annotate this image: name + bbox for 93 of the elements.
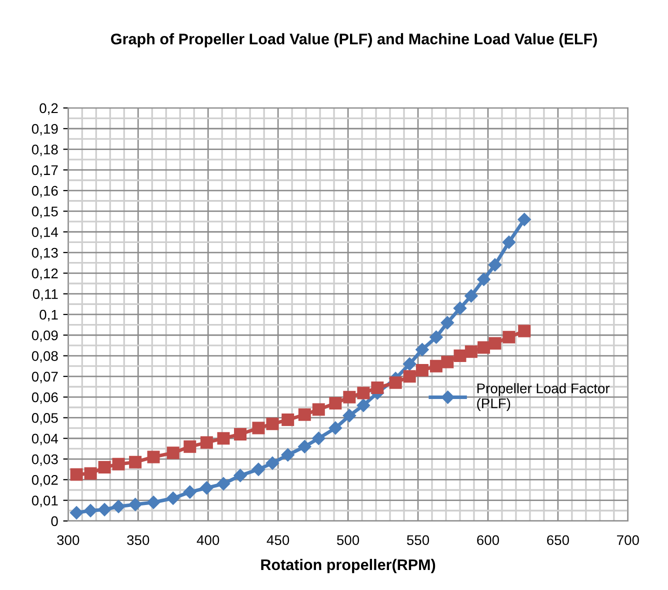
point bbox=[478, 341, 490, 354]
point bbox=[147, 450, 160, 464]
point bbox=[312, 432, 326, 445]
y-tick-label: 0,17 bbox=[32, 165, 58, 177]
point bbox=[183, 485, 196, 499]
point bbox=[477, 272, 490, 286]
x-tick-label: 300 bbox=[57, 535, 80, 546]
point bbox=[216, 477, 230, 490]
y-tick-label: 0,03 bbox=[32, 454, 58, 466]
point bbox=[98, 461, 111, 474]
x-tick-label: 650 bbox=[547, 535, 569, 546]
y-tick-label: 0,12 bbox=[32, 268, 58, 280]
point bbox=[200, 481, 214, 495]
point bbox=[488, 337, 502, 350]
point bbox=[453, 302, 467, 315]
point bbox=[464, 289, 478, 302]
point bbox=[441, 356, 454, 368]
point bbox=[464, 345, 478, 358]
point bbox=[146, 496, 160, 509]
y-tick-label: 0,06 bbox=[32, 392, 58, 404]
point bbox=[502, 330, 516, 344]
point bbox=[281, 448, 294, 462]
point bbox=[403, 357, 416, 371]
point bbox=[112, 458, 125, 470]
legend-label: Propeller Load Factor (PLF) bbox=[477, 383, 610, 412]
point bbox=[234, 428, 247, 440]
point bbox=[166, 446, 180, 460]
point bbox=[266, 456, 280, 470]
point bbox=[298, 408, 311, 421]
point bbox=[129, 456, 142, 468]
x-tick-label: 500 bbox=[337, 535, 360, 546]
y-tick-label: 0,19 bbox=[32, 124, 58, 136]
point bbox=[328, 421, 342, 435]
y-tick-label: 0,14 bbox=[32, 227, 58, 239]
y-tick-label: 0,1 bbox=[40, 310, 58, 322]
point bbox=[70, 506, 84, 520]
point bbox=[200, 436, 213, 449]
point bbox=[252, 462, 266, 476]
y-tick-label: 0,05 bbox=[32, 413, 58, 425]
point bbox=[502, 236, 516, 249]
point bbox=[389, 376, 402, 389]
point bbox=[440, 316, 454, 330]
point bbox=[184, 440, 196, 453]
point bbox=[266, 418, 279, 430]
point bbox=[416, 342, 429, 356]
y-tick-label: 0,2 bbox=[40, 103, 58, 115]
point bbox=[217, 432, 230, 445]
y-tick-label: 0,07 bbox=[32, 372, 58, 384]
point bbox=[488, 258, 502, 272]
y-tick-label: 0,18 bbox=[32, 144, 58, 156]
point bbox=[166, 492, 180, 505]
y-tick-label: 0,11 bbox=[32, 289, 58, 301]
x-tick-label: 350 bbox=[127, 535, 150, 546]
y-tick-label: 0,09 bbox=[32, 330, 58, 342]
point bbox=[416, 364, 428, 376]
point bbox=[298, 440, 312, 454]
point bbox=[98, 503, 112, 516]
x-tick-label: 550 bbox=[406, 535, 430, 546]
x-tick-label: 400 bbox=[196, 535, 220, 546]
x-tick-label: 700 bbox=[617, 535, 639, 546]
point bbox=[234, 468, 247, 482]
point bbox=[312, 403, 325, 416]
y-tick-label: 0,01 bbox=[32, 496, 58, 508]
y-tick-label: 0,16 bbox=[32, 186, 58, 198]
point bbox=[518, 212, 531, 226]
y-tick-label: 0,13 bbox=[32, 248, 58, 260]
point bbox=[357, 386, 370, 400]
point bbox=[112, 500, 126, 514]
point bbox=[518, 324, 531, 338]
y-tick-label: 0 bbox=[51, 516, 58, 526]
point bbox=[454, 350, 466, 362]
x-tick-label: 600 bbox=[477, 535, 500, 546]
point bbox=[84, 467, 97, 480]
point bbox=[84, 504, 98, 518]
point bbox=[342, 409, 356, 422]
point bbox=[128, 498, 142, 512]
y-tick-label: 0,02 bbox=[32, 475, 58, 486]
point bbox=[252, 422, 265, 434]
y-tick-label: 0,08 bbox=[32, 351, 58, 363]
x-tick-label: 450 bbox=[266, 535, 290, 546]
x-axis-title: Rotation propeller(RPM) bbox=[261, 558, 436, 574]
point bbox=[403, 370, 416, 383]
point bbox=[343, 390, 356, 404]
point bbox=[329, 397, 342, 410]
point bbox=[356, 398, 370, 412]
point bbox=[282, 414, 294, 426]
chart-title: Graph of Propeller Load Value (PLF) and Machine Load Value (ELF) bbox=[111, 33, 597, 48]
point bbox=[371, 382, 384, 394]
y-tick-label: 0,04 bbox=[32, 434, 58, 446]
point bbox=[430, 360, 442, 372]
point bbox=[430, 330, 443, 344]
point bbox=[70, 468, 83, 481]
y-tick-label: 0,15 bbox=[32, 206, 58, 218]
